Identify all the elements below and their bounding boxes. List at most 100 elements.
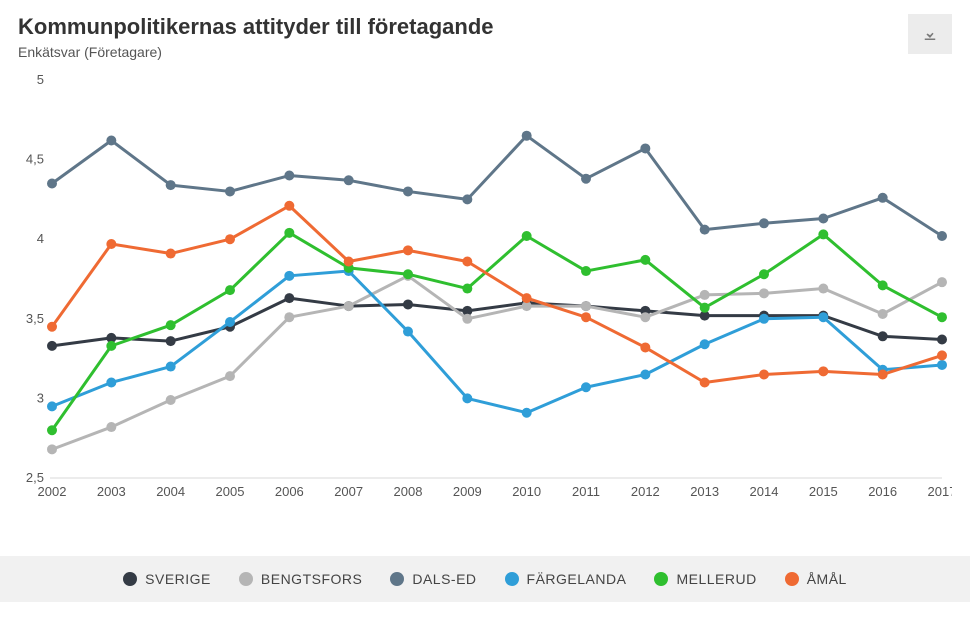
series-marker[interactable] <box>47 425 57 435</box>
series-line <box>52 271 942 413</box>
series-marker[interactable] <box>166 249 176 259</box>
x-tick-label: 2015 <box>809 484 838 499</box>
series-line <box>52 276 942 450</box>
series-marker[interactable] <box>937 231 947 241</box>
series-marker[interactable] <box>284 293 294 303</box>
series-marker[interactable] <box>344 301 354 311</box>
series-marker[interactable] <box>284 171 294 181</box>
series-marker[interactable] <box>403 269 413 279</box>
series-marker[interactable] <box>640 342 650 352</box>
series-marker[interactable] <box>522 408 532 418</box>
download-button[interactable] <box>908 14 952 54</box>
series-marker[interactable] <box>640 143 650 153</box>
legend-item[interactable]: FÄRGELANDA <box>505 571 627 587</box>
x-tick-label: 2009 <box>453 484 482 499</box>
series-line <box>52 298 942 346</box>
series-marker[interactable] <box>462 393 472 403</box>
series-marker[interactable] <box>700 225 710 235</box>
legend-item[interactable]: BENGTSFORS <box>239 571 362 587</box>
series-marker[interactable] <box>403 299 413 309</box>
series-marker[interactable] <box>818 312 828 322</box>
series-marker[interactable] <box>640 255 650 265</box>
series-marker[interactable] <box>878 309 888 319</box>
series-marker[interactable] <box>937 277 947 287</box>
series-marker[interactable] <box>759 218 769 228</box>
series-marker[interactable] <box>581 174 591 184</box>
series-marker[interactable] <box>47 322 57 332</box>
series-marker[interactable] <box>818 284 828 294</box>
series-marker[interactable] <box>581 301 591 311</box>
series-marker[interactable] <box>581 312 591 322</box>
series-marker[interactable] <box>47 178 57 188</box>
series-marker[interactable] <box>106 135 116 145</box>
series-marker[interactable] <box>522 231 532 241</box>
series-marker[interactable] <box>225 234 235 244</box>
legend-swatch <box>785 572 799 586</box>
series-marker[interactable] <box>225 317 235 327</box>
series-marker[interactable] <box>700 290 710 300</box>
series-marker[interactable] <box>522 131 532 141</box>
series-marker[interactable] <box>166 180 176 190</box>
series-marker[interactable] <box>284 201 294 211</box>
series-marker[interactable] <box>166 362 176 372</box>
series-marker[interactable] <box>581 266 591 276</box>
legend-item[interactable]: SVERIGE <box>123 571 211 587</box>
series-marker[interactable] <box>47 341 57 351</box>
series-marker[interactable] <box>937 312 947 322</box>
series-marker[interactable] <box>47 401 57 411</box>
legend-label: MELLERUD <box>676 571 756 587</box>
legend: SVERIGE BENGTSFORS DALS-ED FÄRGELANDA MELLER… <box>0 556 970 602</box>
series-marker[interactable] <box>759 269 769 279</box>
series-marker[interactable] <box>106 377 116 387</box>
series-marker[interactable] <box>47 444 57 454</box>
series-marker[interactable] <box>759 370 769 380</box>
series-marker[interactable] <box>818 366 828 376</box>
series-marker[interactable] <box>225 186 235 196</box>
series-marker[interactable] <box>878 280 888 290</box>
series-marker[interactable] <box>344 256 354 266</box>
series-marker[interactable] <box>106 239 116 249</box>
series-marker[interactable] <box>462 314 472 324</box>
series-marker[interactable] <box>937 360 947 370</box>
series-marker[interactable] <box>403 186 413 196</box>
series-marker[interactable] <box>937 350 947 360</box>
series-marker[interactable] <box>700 377 710 387</box>
series-marker[interactable] <box>284 228 294 238</box>
series-marker[interactable] <box>462 194 472 204</box>
series-marker[interactable] <box>640 370 650 380</box>
series-marker[interactable] <box>878 193 888 203</box>
x-tick-label: 2014 <box>750 484 779 499</box>
series-marker[interactable] <box>937 334 947 344</box>
series-marker[interactable] <box>878 370 888 380</box>
series-marker[interactable] <box>640 312 650 322</box>
series-marker[interactable] <box>225 285 235 295</box>
series-marker[interactable] <box>581 382 591 392</box>
series-marker[interactable] <box>759 314 769 324</box>
legend-item[interactable]: DALS-ED <box>390 571 476 587</box>
series-marker[interactable] <box>166 320 176 330</box>
series-marker[interactable] <box>462 284 472 294</box>
series-marker[interactable] <box>700 339 710 349</box>
series-marker[interactable] <box>878 331 888 341</box>
series-marker[interactable] <box>700 303 710 313</box>
series-marker[interactable] <box>166 395 176 405</box>
series-marker[interactable] <box>759 288 769 298</box>
series-marker[interactable] <box>344 175 354 185</box>
series-marker[interactable] <box>818 229 828 239</box>
series-marker[interactable] <box>403 327 413 337</box>
series-marker[interactable] <box>106 341 116 351</box>
series-marker[interactable] <box>462 256 472 266</box>
series-marker[interactable] <box>166 336 176 346</box>
series-marker[interactable] <box>818 214 828 224</box>
series-marker[interactable] <box>106 422 116 432</box>
x-tick-label: 2012 <box>631 484 660 499</box>
legend-item[interactable]: ÅMÅL <box>785 571 847 587</box>
series-marker[interactable] <box>225 371 235 381</box>
legend-item[interactable]: MELLERUD <box>654 571 756 587</box>
legend-swatch <box>654 572 668 586</box>
series-marker[interactable] <box>522 293 532 303</box>
series-marker[interactable] <box>284 271 294 281</box>
series-marker[interactable] <box>403 245 413 255</box>
x-tick-label: 2007 <box>334 484 363 499</box>
series-marker[interactable] <box>284 312 294 322</box>
